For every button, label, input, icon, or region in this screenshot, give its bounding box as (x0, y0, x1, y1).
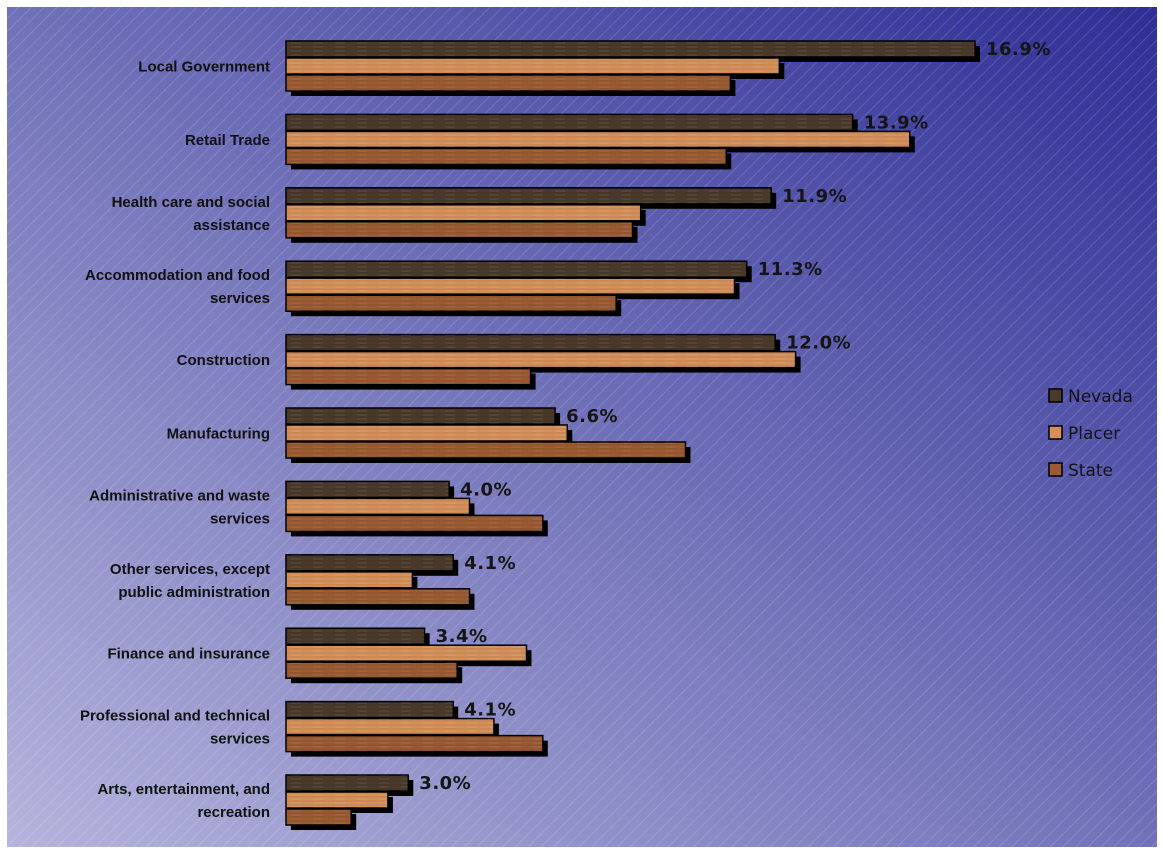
data-label-nevada-professional-and-technical-services: 4.1% (464, 700, 516, 721)
bar-texture-placer-administrative-and-waste-services (286, 498, 470, 515)
bar-texture-placer-manufacturing (286, 425, 568, 441)
category-label-local-government: Local Government (138, 59, 270, 76)
category-label-arts-entertainment-and-recreation-line-1: Arts, entertainment, and (97, 781, 270, 798)
bar-texture-placer-professional-and-technical-services (286, 718, 494, 735)
category-labels: Local Government Retail Trade Health care … (80, 59, 270, 822)
data-label-nevada-retail-trade: 13.9% (864, 112, 929, 133)
data-label-nevada-manufacturing: 6.6% (566, 406, 618, 427)
category-label-other-services-except-public-administration-line-1: Other services, except (110, 561, 270, 578)
data-label-nevada-other-services-except-public-administration: 4.1% (464, 553, 516, 574)
category-label-administrative-and-waste-services-line-2: services (210, 510, 270, 527)
bar-texture-nevada-construction (286, 334, 776, 351)
legend-swatch-state (1048, 462, 1063, 477)
category-label-accommodation-and-food-services-line-2: services (210, 290, 270, 307)
bar-texture-state-arts-entertainment-and-recreation (286, 809, 352, 825)
data-label-nevada-construction: 12.0% (786, 333, 851, 354)
category-label-other-services-except-public-administration-line-2: public administration (118, 584, 270, 601)
bar-texture-placer-health-care-and-social-assistance (286, 204, 641, 221)
bar-texture-nevada-manufacturing (286, 408, 556, 424)
category-label-professional-and-technical-services-line-2: services (210, 731, 270, 748)
data-label-nevada-health-care-and-social-assistance: 11.9% (782, 186, 847, 207)
category-label-retail-trade: Retail Trade (185, 132, 270, 149)
bar-texture-nevada-retail-trade (286, 114, 853, 131)
bar-texture-state-administrative-and-waste-services (286, 515, 543, 532)
bar-texture-placer-construction (286, 351, 796, 368)
bar-texture-state-accommodation-and-food-services (286, 295, 617, 312)
bar-texture-nevada-professional-and-technical-services (286, 701, 454, 718)
bar-texture-placer-retail-trade (286, 131, 910, 148)
bars-layer (285, 40, 980, 830)
legend-swatch-placer (1048, 425, 1063, 440)
category-label-health-care-and-social-assistance-line-1: Health care and social (112, 194, 270, 211)
data-label-nevada-accommodation-and-food-services: 11.3% (758, 259, 823, 280)
legend-label-state: State (1068, 461, 1113, 481)
legend: Nevada Placer State (1048, 387, 1133, 481)
bar-texture-placer-other-services-except-public-administration (286, 571, 413, 588)
legend-label-placer: Placer (1068, 424, 1120, 444)
category-label-arts-entertainment-and-recreation-line-2: recreation (197, 804, 270, 821)
data-label-nevada-arts-entertainment-and-recreation: 3.0% (419, 773, 471, 794)
data-labels: 16.9% 13.9% 11.9% 11.3% 12.0% 6.6% 4.0% 4.1% 3.4… (419, 39, 1051, 794)
bar-texture-nevada-health-care-and-social-assistance (286, 187, 772, 204)
bar-texture-state-finance-and-insurance (286, 662, 458, 679)
category-label-professional-and-technical-services-line-1: Professional and technical (80, 708, 270, 725)
bar-texture-nevada-arts-entertainment-and-recreation (286, 775, 409, 791)
bar-texture-state-professional-and-technical-services (286, 735, 543, 752)
bar-texture-nevada-accommodation-and-food-services (286, 261, 747, 278)
bar-texture-state-construction (286, 368, 531, 385)
category-label-health-care-and-social-assistance-line-2: assistance (193, 217, 270, 234)
category-label-accommodation-and-food-services-line-1: Accommodation and food (85, 267, 270, 284)
data-label-nevada-finance-and-insurance: 3.4% (436, 626, 488, 647)
legend-label-nevada: Nevada (1068, 387, 1133, 407)
bar-texture-placer-local-government (286, 58, 780, 74)
bar-texture-state-manufacturing (286, 442, 686, 458)
bar-texture-state-local-government (286, 75, 731, 91)
category-label-administrative-and-waste-services-line-1: Administrative and waste (89, 487, 270, 504)
bar-texture-state-other-services-except-public-administration (286, 588, 470, 605)
bar-texture-state-health-care-and-social-assistance (286, 221, 633, 238)
category-label-manufacturing: Manufacturing (167, 426, 270, 443)
bar-texture-placer-arts-entertainment-and-recreation (286, 792, 388, 808)
bar-texture-placer-finance-and-insurance (286, 645, 527, 662)
data-label-nevada-administrative-and-waste-services: 4.0% (460, 479, 512, 500)
bar-texture-placer-accommodation-and-food-services (286, 278, 735, 295)
bar-texture-nevada-local-government (286, 41, 975, 57)
category-label-construction: Construction (177, 352, 270, 369)
category-label-finance-and-insurance: Finance and insurance (107, 646, 270, 663)
bar-texture-nevada-other-services-except-public-administration (286, 554, 454, 571)
data-label-nevada-local-government: 16.9% (986, 39, 1051, 60)
bar-texture-state-retail-trade (286, 148, 727, 165)
bar-texture-nevada-finance-and-insurance (286, 628, 425, 645)
bar-texture-nevada-administrative-and-waste-services (286, 481, 450, 498)
legend-swatch-nevada (1048, 388, 1063, 403)
